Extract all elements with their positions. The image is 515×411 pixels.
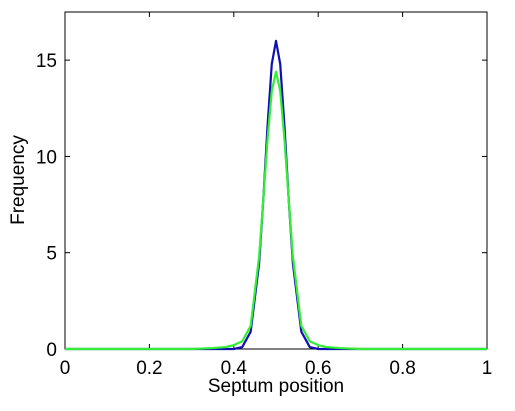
x-axis-label: Septum position (208, 376, 344, 397)
data-line (65, 39, 487, 351)
y-tick-label: 5 (46, 244, 57, 265)
x-tick-label: 0.2 (136, 358, 162, 379)
x-tick-label: 0.6 (305, 358, 331, 379)
x-tick-label: 0.8 (389, 358, 415, 379)
x-tick-label: 0 (60, 358, 71, 379)
x-tick-label: 0.4 (221, 358, 248, 379)
data-line (65, 70, 487, 351)
y-tick-label: 10 (36, 147, 57, 168)
y-axis-label: Frequency (8, 135, 29, 225)
plot-frame (64, 11, 488, 350)
x-tick-label: 1 (482, 358, 493, 379)
y-tick-label: 15 (36, 51, 57, 72)
y-tick-label: 0 (46, 340, 57, 361)
